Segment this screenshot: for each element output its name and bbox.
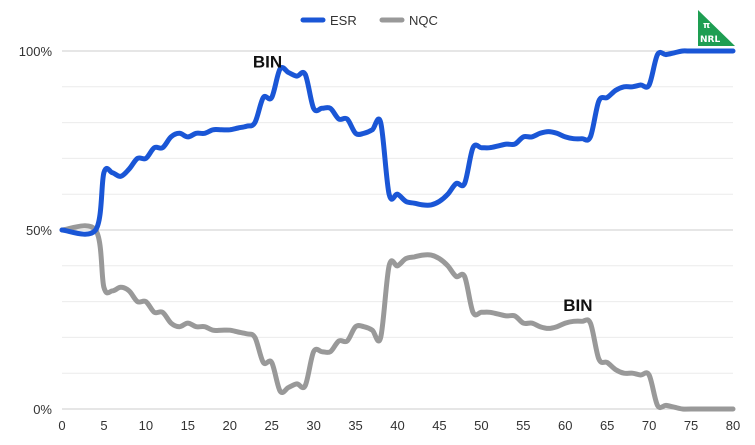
annotations: BIN BIN — [253, 53, 593, 315]
legend-item-nqc[interactable]: NQC — [379, 13, 438, 28]
x-tick-label: 30 — [306, 418, 320, 433]
x-tick-label: 25 — [264, 418, 278, 433]
legend-label-esr: ESR — [330, 13, 357, 28]
legend-label-nqc: NQC — [409, 13, 438, 28]
x-tick-label: 45 — [432, 418, 446, 433]
series-line-esr — [59, 48, 736, 237]
legend-item-esr[interactable]: ESR — [300, 13, 357, 28]
x-tick-label: 75 — [684, 418, 698, 433]
x-tick-label: 5 — [100, 418, 107, 433]
y-axis-ticks: 0% 50% 100% — [19, 44, 53, 417]
y-tick-label: 0% — [33, 402, 52, 417]
x-tick-label: 15 — [181, 418, 195, 433]
x-tick-label: 20 — [223, 418, 237, 433]
grid-lines — [62, 50, 733, 410]
series-lines — [59, 48, 736, 412]
x-tick-label: 40 — [390, 418, 404, 433]
badge-line1: π — [703, 21, 710, 31]
x-tick-label: 55 — [516, 418, 530, 433]
x-tick-label: 60 — [558, 418, 572, 433]
x-tick-label: 35 — [348, 418, 362, 433]
series-line-nqc — [59, 223, 736, 412]
x-tick-label: 65 — [600, 418, 614, 433]
annotation-label: BIN — [253, 53, 282, 72]
badge-triangle-icon — [698, 10, 735, 46]
x-tick-label: 10 — [139, 418, 153, 433]
legend[interactable]: ESR NQC — [300, 13, 438, 28]
x-tick-label: 80 — [726, 418, 740, 433]
annotation-label: BIN — [563, 296, 592, 315]
x-tick-label: 70 — [642, 418, 656, 433]
y-tick-label: 50% — [26, 223, 52, 238]
x-axis-ticks: 0 5 10 15 20 25 30 35 40 45 50 55 60 65 70 75 80 — [58, 418, 740, 433]
badge-line2: NRL — [700, 35, 720, 45]
y-tick-label: 100% — [19, 44, 53, 59]
x-tick-label: 0 — [58, 418, 65, 433]
nrl-badge: π NRL — [698, 10, 735, 46]
x-tick-label: 50 — [474, 418, 488, 433]
